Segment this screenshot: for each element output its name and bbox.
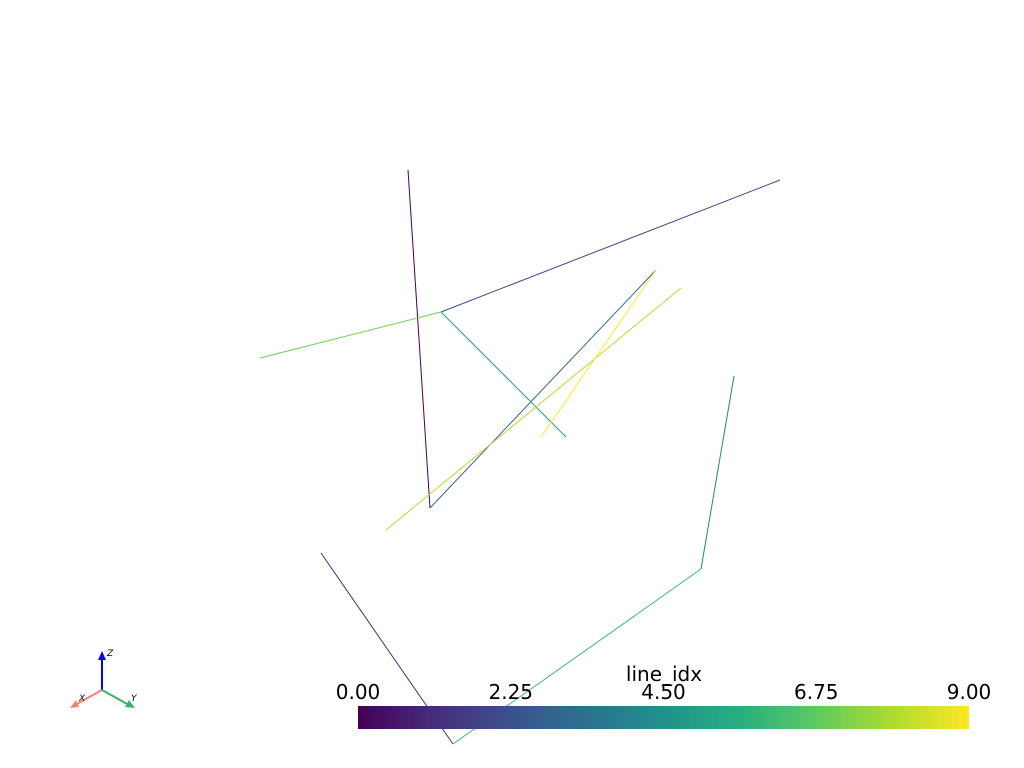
data-line [440,311,567,438]
scalar-bar: line_idx 0.00 2.25 4.50 6.75 9.00 [336,662,992,729]
y-label: Y [131,694,138,704]
axes-widget: Z X Y [70,649,138,708]
lines [259,169,781,745]
scalar-bar-tick-label: 2.25 [488,680,533,704]
z-label: Z [106,649,114,659]
scalar-bar-tick-label: 9.00 [947,680,992,704]
x-label: X [78,694,86,704]
data-line [407,169,431,509]
data-line [700,375,735,570]
x-arrow [70,700,79,708]
z-arrow [98,651,106,660]
data-line [385,287,682,531]
scalar-bar-title: line_idx [626,662,702,686]
data-line [259,311,442,359]
x-axis [74,689,103,706]
data-line [429,269,657,509]
y-axis [101,689,130,706]
scalar-bar-tick-label: 6.75 [794,680,839,704]
scalar-bar-tick-label: 0.00 [336,680,381,704]
y-arrow [125,700,135,708]
data-line [540,269,657,438]
scalar-bar-tick-label: 4.50 [641,680,686,704]
color-bar [358,706,969,729]
data-line [440,179,781,313]
